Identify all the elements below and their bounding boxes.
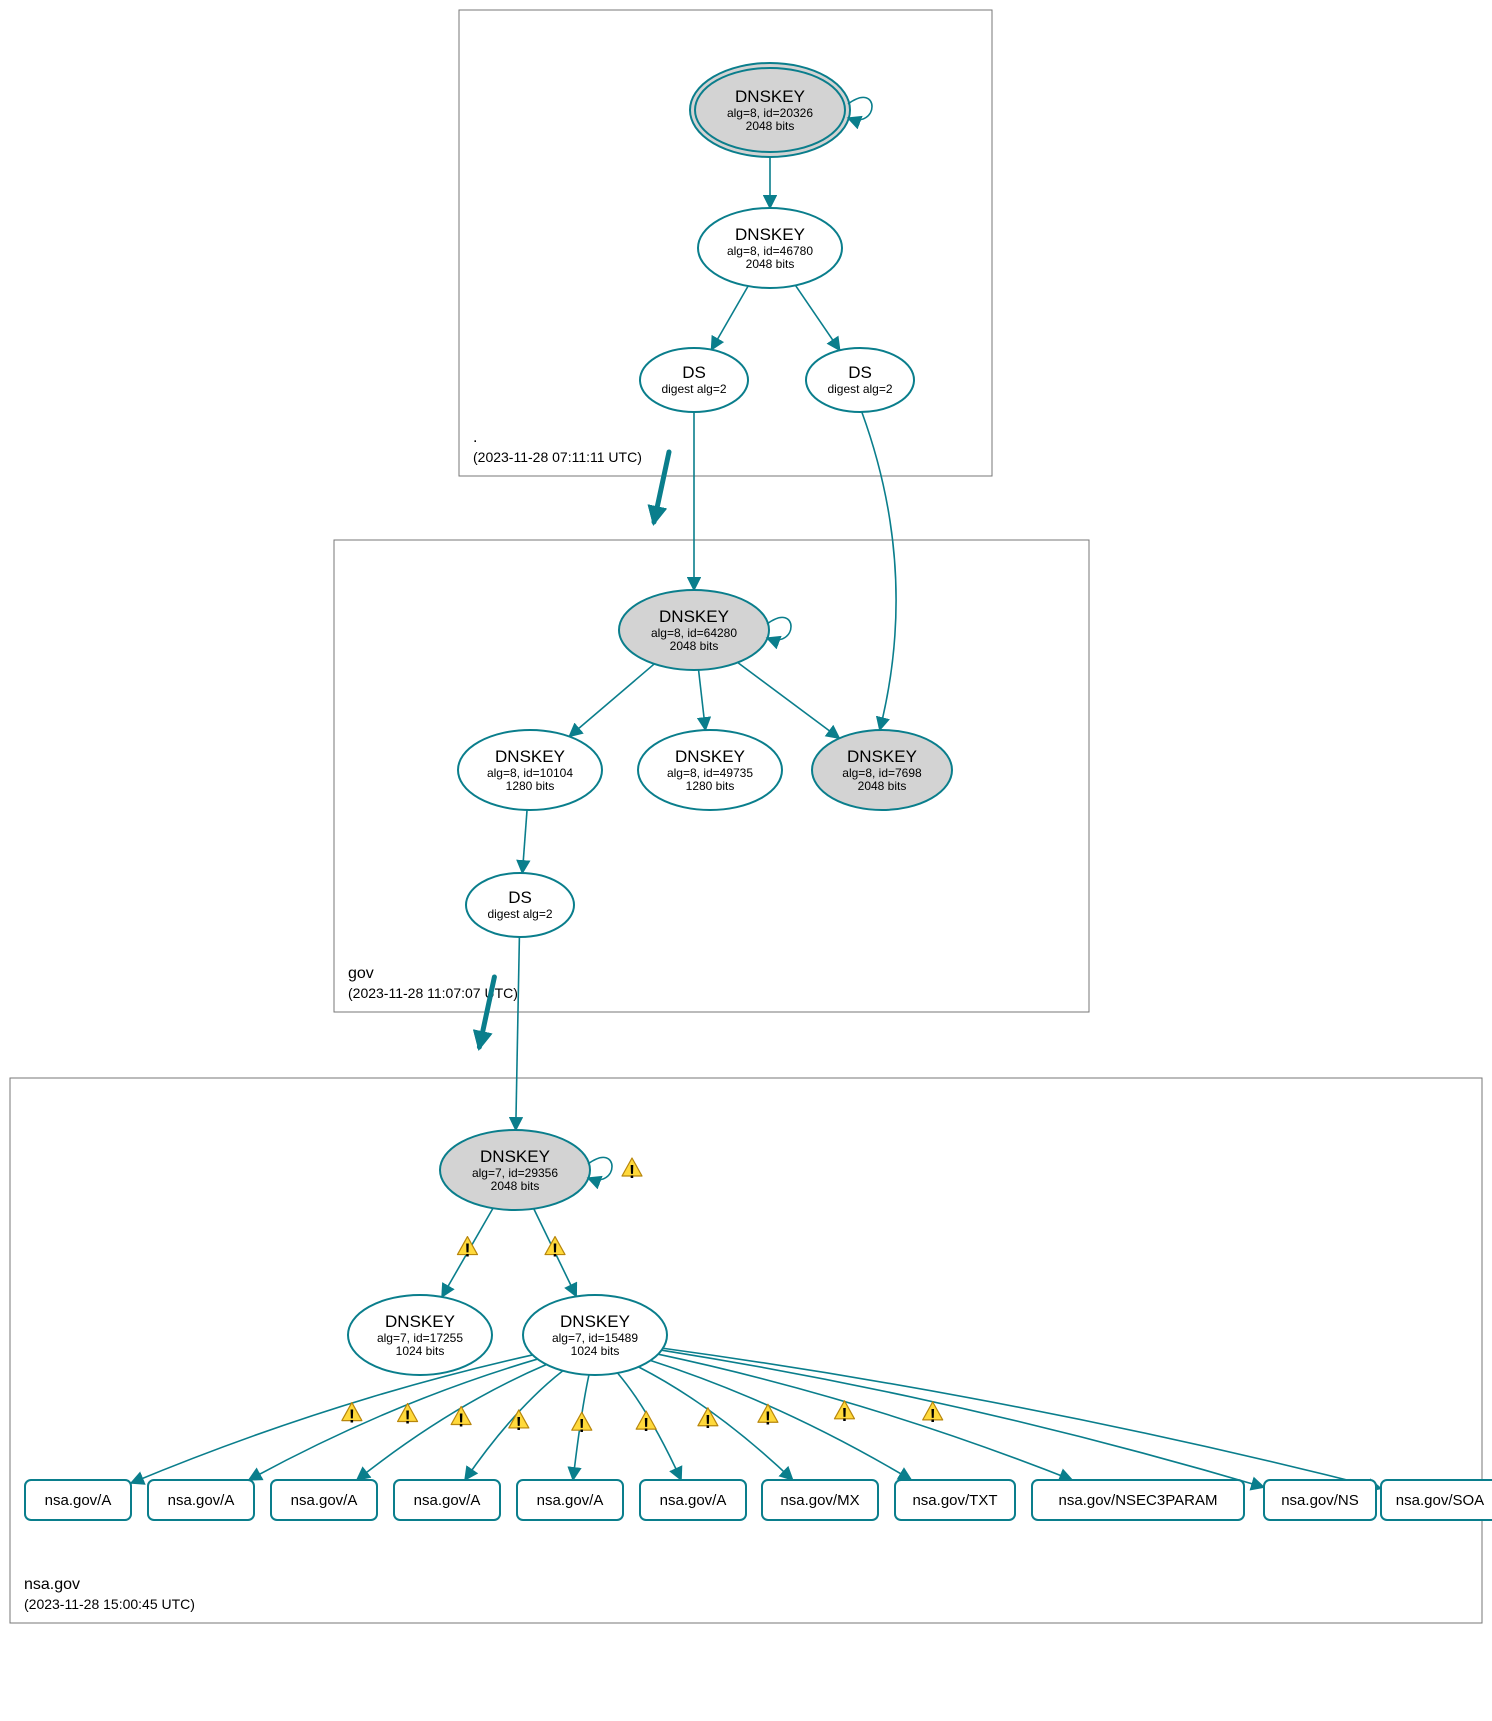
node-rr0: nsa.gov/A (25, 1480, 131, 1520)
warning-icon: ! (509, 1410, 529, 1434)
node-title: DNSKEY (735, 225, 805, 244)
node-rr1: nsa.gov/A (148, 1480, 254, 1520)
rrset-label: nsa.gov/A (168, 1492, 235, 1509)
node-title: DNSKEY (385, 1312, 455, 1331)
svg-text:!: ! (464, 1241, 470, 1261)
node-title: DNSKEY (480, 1147, 550, 1166)
node-rr6: nsa.gov/MX (762, 1480, 878, 1520)
zone-label: gov (348, 965, 374, 982)
node-subtitle: alg=7, id=15489 (552, 1331, 638, 1345)
rrset-label: nsa.gov/A (660, 1492, 727, 1509)
node-bits: 2048 bits (670, 639, 719, 653)
node-bits: 2048 bits (491, 1179, 540, 1193)
node-gov_ksk2: DNSKEYalg=8, id=76982048 bits (812, 730, 952, 810)
warning-icon: ! (622, 1158, 642, 1182)
warning-icon: ! (636, 1411, 656, 1435)
rrset-label: nsa.gov/A (537, 1492, 604, 1509)
svg-text:!: ! (629, 1162, 635, 1182)
node-root_ds2: DSdigest alg=2 (806, 348, 914, 412)
node-title: DNSKEY (495, 747, 565, 766)
node-bits: 2048 bits (746, 119, 795, 133)
node-rr4: nsa.gov/A (517, 1480, 623, 1520)
node-subtitle: digest alg=2 (827, 382, 892, 396)
svg-text:!: ! (930, 1406, 936, 1426)
svg-text:!: ! (705, 1412, 711, 1432)
node-nsa_zsk2: DNSKEYalg=7, id=154891024 bits (523, 1295, 667, 1375)
node-title: DS (848, 363, 872, 382)
svg-text:!: ! (458, 1411, 464, 1431)
rrset-label: nsa.gov/TXT (912, 1492, 997, 1509)
zone-label: nsa.gov (24, 1576, 80, 1593)
nodes: DNSKEYalg=8, id=203262048 bitsDNSKEYalg=… (25, 63, 1492, 1520)
warning-icon: ! (342, 1403, 362, 1427)
node-bits: 1280 bits (686, 779, 735, 793)
zone-nsa: nsa.gov (2023-11-28 15:00:45 UTC) (10, 1078, 1482, 1623)
svg-text:!: ! (765, 1408, 771, 1428)
rrset-label: nsa.gov/SOA (1396, 1492, 1484, 1509)
node-subtitle: alg=8, id=10104 (487, 766, 573, 780)
zone-timestamp: (2023-11-28 07:11:11 UTC) (473, 449, 642, 465)
edges: !!!!!!!!!!!! (131, 152, 1381, 1488)
node-root_ksk: DNSKEYalg=8, id=203262048 bits (690, 63, 872, 157)
zone-label: . (473, 429, 477, 446)
node-bits: 2048 bits (746, 257, 795, 271)
node-subtitle: alg=7, id=17255 (377, 1331, 463, 1345)
node-rr2: nsa.gov/A (271, 1480, 377, 1520)
svg-text:!: ! (643, 1415, 649, 1435)
warning-icon: ! (572, 1412, 592, 1436)
node-subtitle: alg=8, id=7698 (842, 766, 922, 780)
node-gov_zsk1: DNSKEYalg=8, id=101041280 bits (458, 730, 602, 810)
node-title: DNSKEY (735, 87, 805, 106)
dnssec-diagram: . (2023-11-28 07:11:11 UTC) gov (2023-11-28… (0, 0, 1492, 1721)
rrset-label: nsa.gov/NS (1281, 1492, 1359, 1509)
node-gov_zsk2: DNSKEYalg=8, id=497351280 bits (638, 730, 782, 810)
svg-text:!: ! (516, 1414, 522, 1434)
warning-icon: ! (545, 1237, 565, 1261)
node-title: DS (682, 363, 706, 382)
node-nsa_ksk: DNSKEYalg=7, id=293562048 bits! (440, 1130, 642, 1210)
warning-icon: ! (698, 1408, 718, 1432)
node-bits: 1024 bits (571, 1344, 620, 1358)
node-rr10: nsa.gov/SOA (1381, 1480, 1492, 1520)
warning-icon: ! (834, 1401, 854, 1425)
node-title: DNSKEY (659, 607, 729, 626)
svg-text:!: ! (841, 1405, 847, 1425)
warning-icon: ! (451, 1407, 471, 1431)
node-subtitle: digest alg=2 (661, 382, 726, 396)
node-subtitle: alg=8, id=49735 (667, 766, 753, 780)
node-root_ds1: DSdigest alg=2 (640, 348, 748, 412)
node-nsa_zsk1: DNSKEYalg=7, id=172551024 bits (348, 1295, 492, 1375)
node-title: DS (508, 888, 532, 907)
node-title: DNSKEY (675, 747, 745, 766)
warning-icon: ! (923, 1402, 943, 1426)
node-bits: 1024 bits (396, 1344, 445, 1358)
rrset-label: nsa.gov/A (45, 1492, 112, 1509)
node-title: DNSKEY (847, 747, 917, 766)
rrset-label: nsa.gov/NSEC3PARAM (1059, 1492, 1218, 1509)
node-root_zsk: DNSKEYalg=8, id=467802048 bits (698, 208, 842, 288)
node-subtitle: digest alg=2 (487, 907, 552, 921)
rrset-label: nsa.gov/A (291, 1492, 358, 1509)
node-rr7: nsa.gov/TXT (895, 1480, 1015, 1520)
node-subtitle: alg=8, id=20326 (727, 106, 813, 120)
node-bits: 1280 bits (506, 779, 555, 793)
node-subtitle: alg=8, id=46780 (727, 244, 813, 258)
node-gov_ds: DSdigest alg=2 (466, 873, 574, 937)
node-rr3: nsa.gov/A (394, 1480, 500, 1520)
svg-text:!: ! (405, 1407, 411, 1427)
svg-text:!: ! (579, 1416, 585, 1436)
rrset-label: nsa.gov/A (414, 1492, 481, 1509)
node-rr9: nsa.gov/NS (1264, 1480, 1376, 1520)
node-subtitle: alg=7, id=29356 (472, 1166, 558, 1180)
node-gov_ksk: DNSKEYalg=8, id=642802048 bits (619, 590, 791, 670)
node-title: DNSKEY (560, 1312, 630, 1331)
rrset-label: nsa.gov/MX (780, 1492, 859, 1509)
node-rr5: nsa.gov/A (640, 1480, 746, 1520)
node-bits: 2048 bits (858, 779, 907, 793)
svg-text:!: ! (349, 1407, 355, 1427)
svg-text:!: ! (552, 1241, 558, 1261)
node-subtitle: alg=8, id=64280 (651, 626, 737, 640)
zone-timestamp: (2023-11-28 15:00:45 UTC) (24, 1596, 195, 1612)
node-rr8: nsa.gov/NSEC3PARAM (1032, 1480, 1244, 1520)
